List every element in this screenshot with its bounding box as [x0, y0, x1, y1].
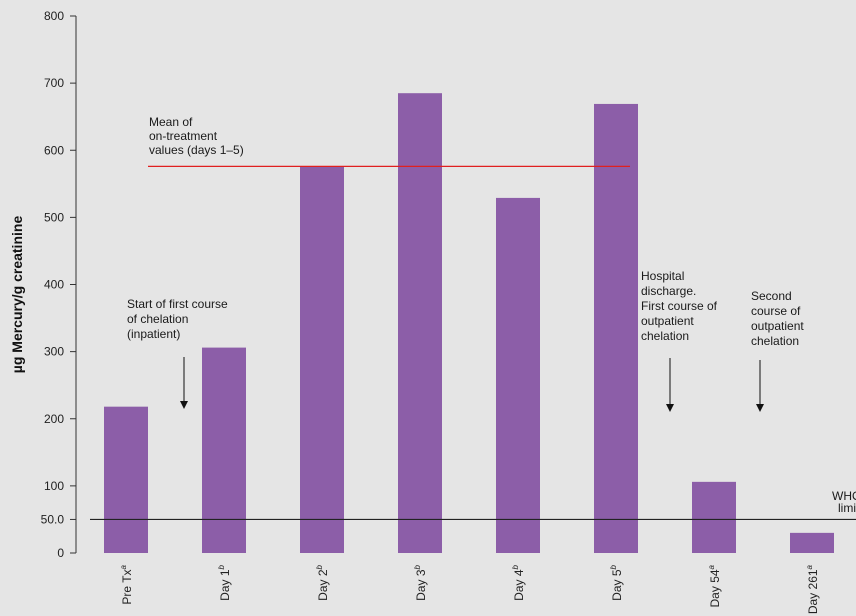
y-tick-label: 50.0 — [41, 512, 65, 526]
annotation-start-chelation: Start of first course of chelation (inpati… — [127, 297, 228, 341]
y-tick-label: 500 — [44, 210, 64, 224]
y-tick-label: 300 — [44, 345, 64, 359]
annotation-mean: Mean of on-treatment values (days 1–5) — [149, 115, 244, 157]
y-tick-label: 0 — [57, 546, 64, 560]
arrow-hospital-discharge-head — [666, 404, 674, 412]
bar — [496, 197, 540, 553]
x-tick-label: Day 2b — [315, 564, 330, 600]
y-tick-label: 700 — [44, 76, 64, 90]
annotation-hospital-discharge: Hospital discharge. First course of outpati… — [641, 269, 718, 343]
annotations-group: Mean of on-treatment values (days 1–5) Star… — [127, 115, 856, 515]
x-tick-label: Day 4b — [511, 564, 526, 600]
bar — [790, 532, 834, 553]
y-axis-label: µg Mercury/g creatinine — [9, 216, 25, 374]
x-tick-label: Day 5b — [609, 564, 624, 600]
y-tick-label: 200 — [44, 412, 64, 426]
y-tick-label: 400 — [44, 278, 64, 292]
reference-lines-group — [90, 165, 856, 521]
y-ticks-group: 0 50.0 100 200 300 400 500 600 700 800 — [41, 9, 76, 560]
arrow-start-chelation-head — [180, 401, 188, 409]
axes-group: µg Mercury/g creatinine — [9, 16, 77, 553]
annotation-second-course: Second course of outpatient chelation — [751, 289, 804, 348]
x-tick-label: Day 54a — [707, 564, 722, 607]
bar — [594, 103, 638, 553]
x-tick-labels-group: Pre Txa Day 1b Day 2b Day 3b Day 4b Day 5b Day… — [119, 564, 820, 614]
bar — [692, 481, 736, 553]
y-tick-label: 800 — [44, 9, 64, 23]
bar — [398, 93, 442, 553]
annotation-who-limit: WHOlimit — [832, 489, 856, 515]
bar — [202, 347, 246, 553]
y-tick-label: 100 — [44, 479, 64, 493]
x-tick-label: Day 261a — [805, 564, 820, 614]
bars-group — [104, 93, 834, 554]
x-tick-label: Pre Txa — [119, 564, 134, 604]
bar — [300, 166, 344, 554]
y-tick-label: 600 — [44, 143, 64, 157]
x-tick-label: Day 3b — [413, 564, 428, 600]
bar — [104, 406, 148, 553]
x-tick-label: Day 1b — [217, 564, 232, 600]
arrow-second-course-head — [756, 404, 764, 412]
